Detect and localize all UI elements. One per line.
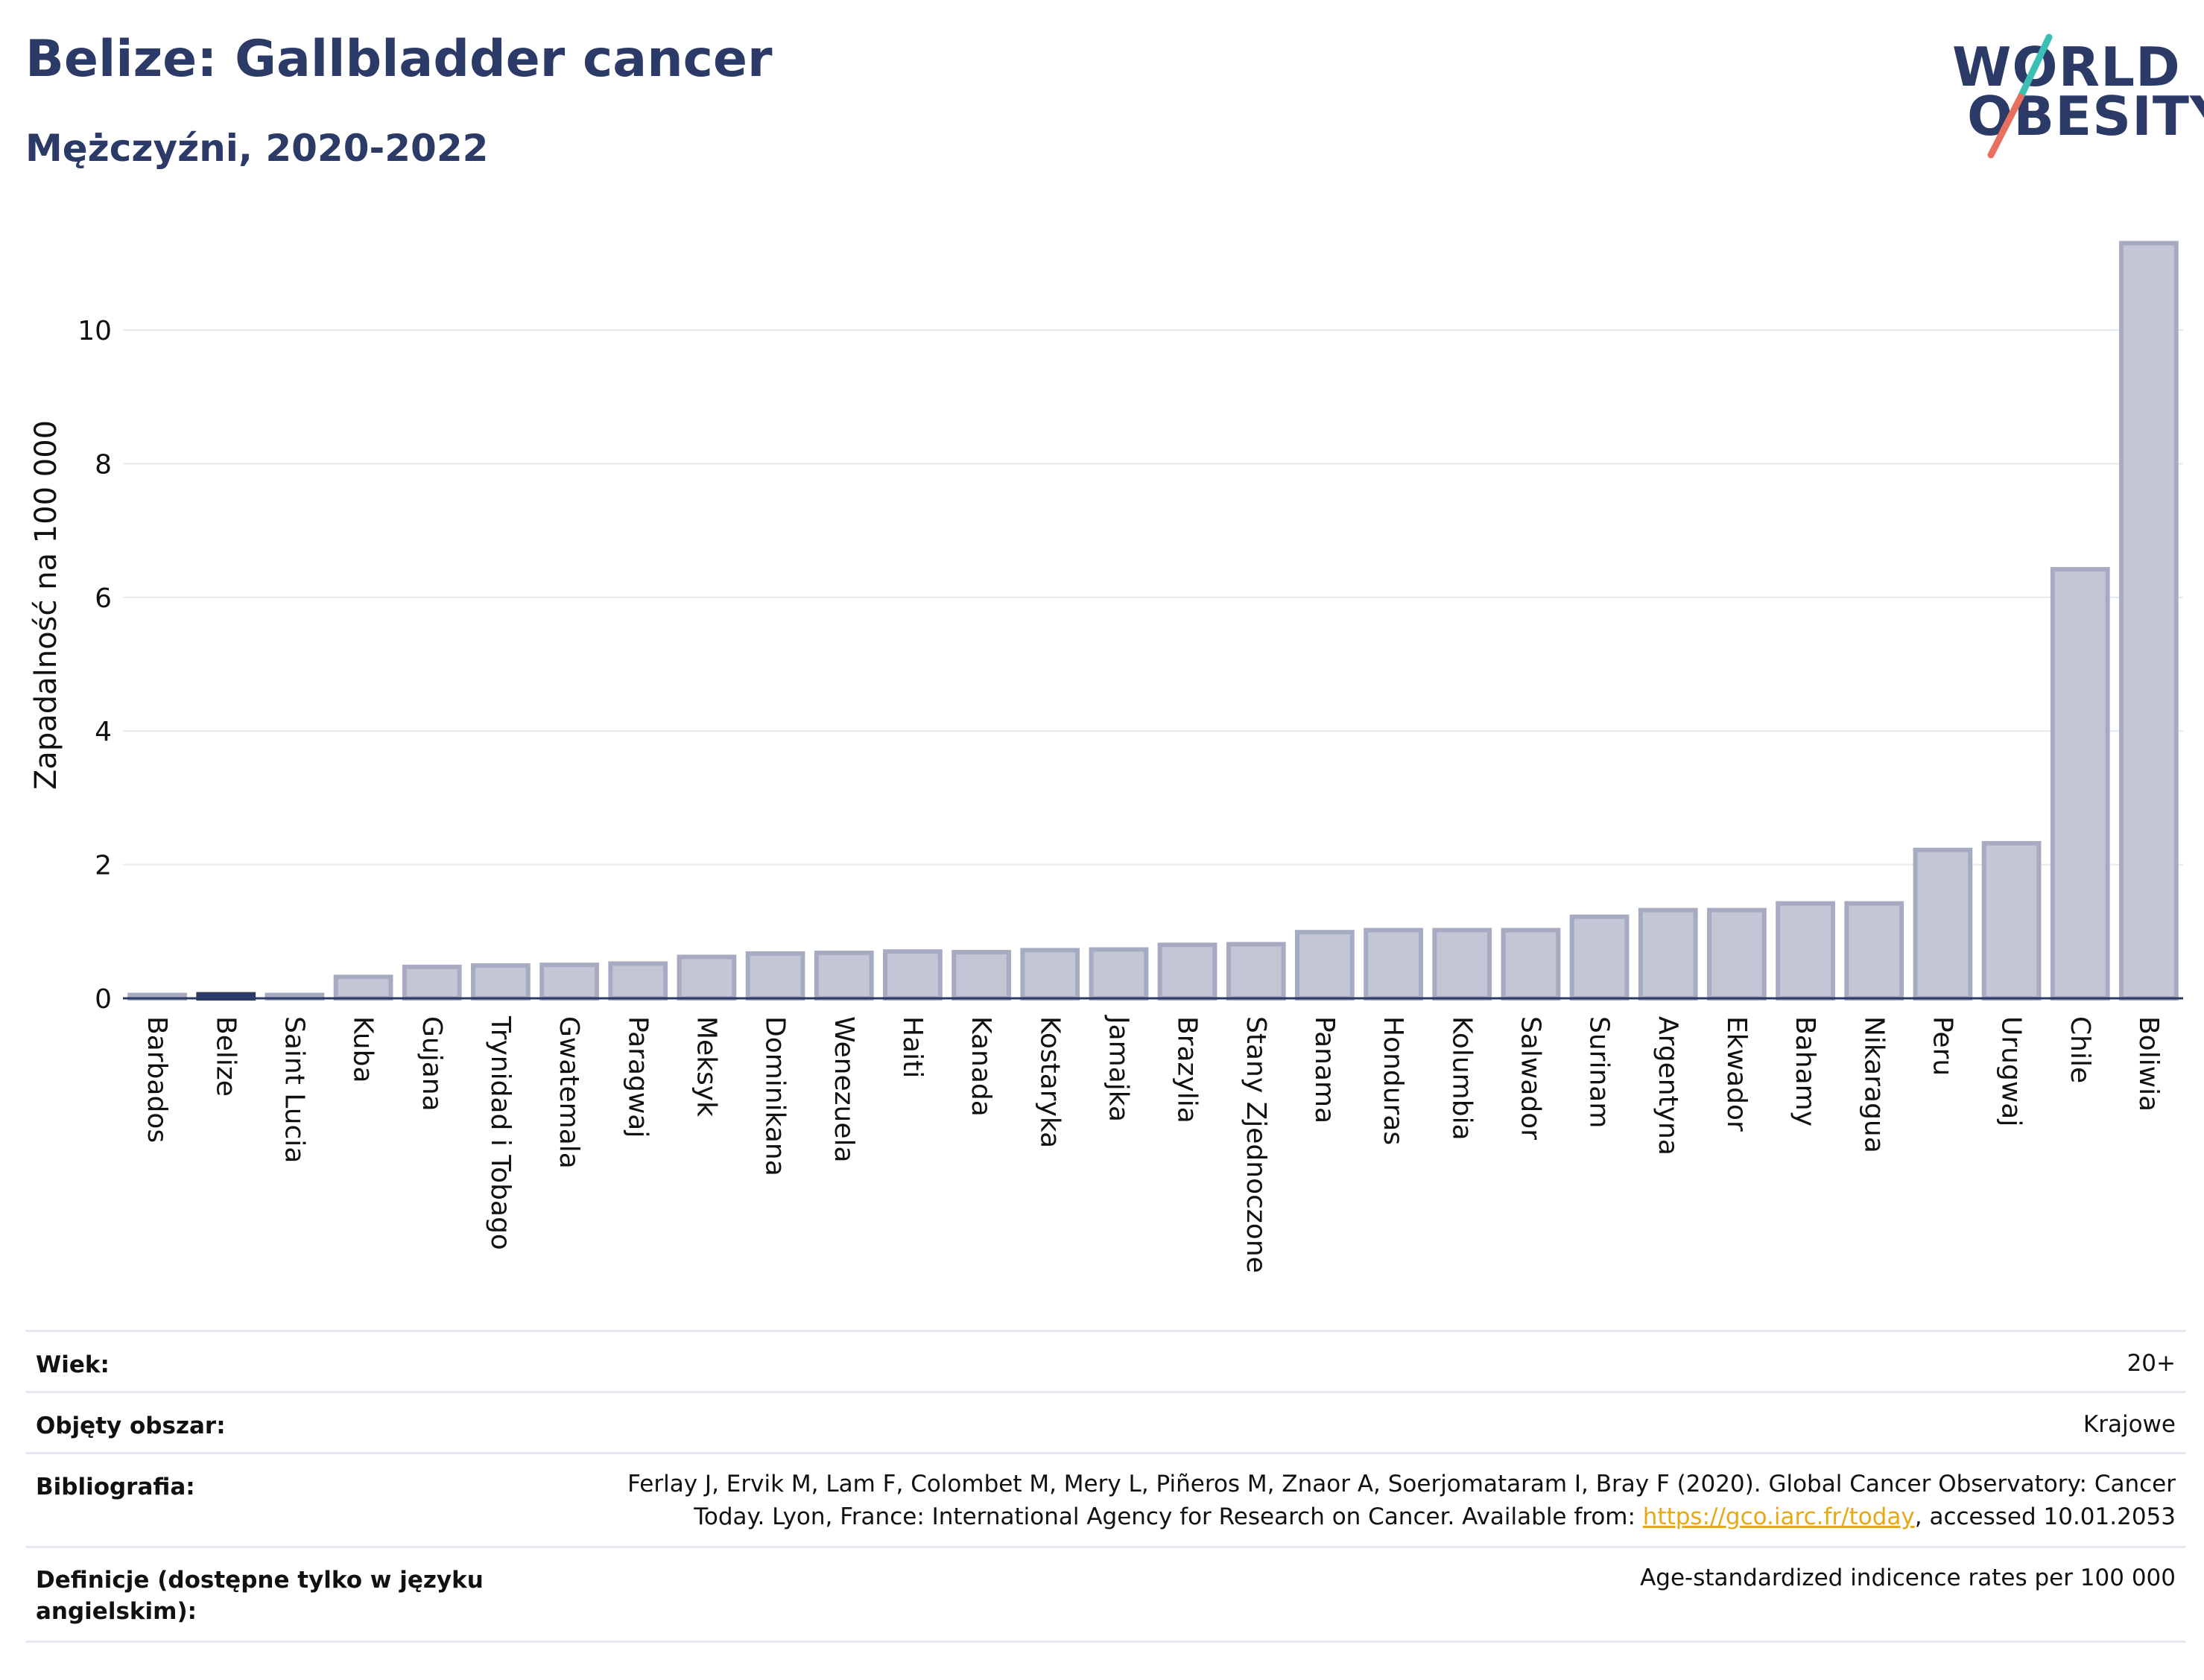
logo-word-world: WORLD: [1952, 36, 2181, 98]
bar-stany-zjednoczone: [1226, 942, 1286, 1001]
bar-kanada: [951, 950, 1011, 1001]
bars: [123, 241, 2183, 1001]
bar-dominikana: [745, 951, 805, 1001]
bar-kolumbia: [1432, 928, 1492, 1001]
x-tick-label: Kanada: [966, 1016, 996, 1117]
bar-gwatemala: [539, 963, 599, 1001]
world-obesity-logo: WORLD OBESITY: [1937, 30, 2204, 164]
bar-gujana: [402, 964, 462, 1001]
grid-lines: [123, 329, 2183, 866]
y-tick-label: 0: [95, 984, 112, 1015]
bar-chile: [2050, 567, 2110, 1001]
bar-panama: [1295, 930, 1355, 1001]
bar-boliwia: [2119, 241, 2179, 1001]
bar-argentyna: [1638, 907, 1698, 1001]
info-row-definitions: Definicje (dostępne tylko w języku angie…: [25, 1546, 2186, 1643]
y-axis-ticks: 0 2 4 6 8 10: [77, 316, 112, 1015]
y-axis-label: Zapadalność na 100 000: [29, 420, 63, 790]
bar-urugwaj: [1981, 840, 2042, 1001]
x-tick-label: Urugwaj: [1996, 1016, 2027, 1126]
bar-peru: [1913, 847, 1973, 1001]
info-definitions-label: Definicje (dostępne tylko w języku angie…: [36, 1565, 484, 1627]
info-age-value: 20+: [2127, 1350, 2176, 1377]
x-tick-label: Argentyna: [1653, 1016, 1683, 1156]
y-tick-label: 10: [77, 316, 112, 346]
x-axis-labels: Barbados Belize Saint Lucia Kuba Gujana Tryni…: [142, 1015, 2164, 1273]
x-tick-label: Trynidad i Tobago: [485, 1015, 516, 1250]
x-tick-label: Peru: [1927, 1016, 1957, 1076]
bibliography-line-1: Ferlay J, Ervik M, Lam F, Colombet M, Me…: [627, 1471, 2176, 1497]
bar-ekwador: [1707, 907, 1767, 1001]
bar-jamajka: [1089, 947, 1149, 1001]
info-area-value: Krajowe: [2083, 1411, 2176, 1438]
bar-trynidad-i-tobago: [471, 963, 531, 1001]
x-tick-label: Bahamy: [1790, 1016, 1820, 1126]
x-tick-label: Kuba: [348, 1016, 379, 1083]
x-tick-label: Belize: [210, 1016, 241, 1097]
definitions-label-line-1: Definicje (dostępne tylko w języku: [36, 1567, 484, 1594]
x-tick-label: Saint Lucia: [279, 1016, 309, 1163]
y-tick-label: 8: [95, 449, 112, 480]
x-tick-label: Salwador: [1515, 1016, 1545, 1140]
x-tick-label: Nikaragua: [1858, 1016, 1889, 1153]
info-row-area: Objęty obszar: Krajowe: [25, 1391, 2186, 1453]
page-title: Belize: Gallbladder cancer: [25, 30, 773, 89]
definitions-label-line-2: angielskim):: [36, 1598, 197, 1625]
x-tick-label: Meksyk: [691, 1016, 721, 1117]
y-tick-label: 4: [95, 717, 112, 747]
x-tick-label: Surinam: [1584, 1016, 1615, 1128]
x-tick-label: Barbados: [142, 1016, 172, 1143]
bar-haiti: [883, 949, 943, 1001]
x-tick-label: Kostaryka: [1034, 1016, 1065, 1148]
x-tick-label: Haiti: [897, 1016, 928, 1078]
bar-brazylia: [1157, 942, 1217, 1001]
info-definitions-value: Age-standardized indicence rates per 100…: [1640, 1565, 2176, 1591]
x-tick-label: Boliwia: [2133, 1016, 2164, 1112]
bar-kuba: [333, 974, 393, 1001]
bibliography-line-2: Today. Lyon, France: International Agenc…: [627, 1500, 2176, 1533]
info-row-age: Wiek: 20+: [25, 1330, 2186, 1392]
bibliography-line-2-end: , accessed 10.01.2053: [1914, 1503, 2176, 1530]
x-tick-label: Kolumbia: [1446, 1016, 1477, 1141]
info-row-bibliography: Bibliografia: Ferlay J, Ervik M, Lam F, …: [25, 1452, 2186, 1547]
bar-bahamy: [1776, 901, 1835, 1001]
x-tick-label: Ekwador: [1721, 1016, 1752, 1132]
x-tick-label: Wenezuela: [829, 1016, 859, 1163]
bar-surinam: [1569, 914, 1630, 1001]
bar-salwador: [1501, 928, 1561, 1001]
x-tick-label: Stany Zjednoczone: [1241, 1016, 1271, 1273]
bibliography-link[interactable]: https://gco.iarc.fr/today: [1642, 1503, 1915, 1530]
y-tick-label: 2: [95, 851, 112, 881]
page-subtitle: Mężczyźni, 2020-2022: [25, 127, 489, 170]
info-bibliography-value: Ferlay J, Ervik M, Lam F, Colombet M, Me…: [627, 1468, 2176, 1533]
x-tick-label: Dominikana: [760, 1016, 791, 1176]
x-tick-label: Gwatemala: [554, 1016, 584, 1169]
bibliography-line-2-start: Today. Lyon, France: International Agenc…: [694, 1503, 1643, 1530]
x-tick-label: Panama: [1309, 1016, 1340, 1123]
bar-kostaryka: [1020, 948, 1080, 1001]
info-age-label: Wiek:: [36, 1351, 110, 1378]
x-tick-label: Paragwaj: [622, 1016, 653, 1138]
bar-chart: 0 2 4 6 8 10 Barbados Belize Saint Lucia Kuba Guj…: [29, 241, 2183, 1273]
bar-paragwaj: [608, 961, 668, 1001]
x-tick-label: Brazylia: [1172, 1016, 1203, 1123]
bar-nikaragua: [1844, 901, 1904, 1001]
logo-word-obesity: OBESITY: [1967, 85, 2204, 148]
x-tick-label: Chile: [2065, 1016, 2095, 1083]
info-bibliography-label: Bibliografia:: [36, 1474, 195, 1500]
bar-wenezuela: [814, 951, 874, 1001]
x-tick-label: Honduras: [1378, 1016, 1408, 1145]
bar-honduras: [1364, 928, 1423, 1001]
bar-meksyk: [677, 954, 737, 1001]
logo-slash-icon: [1987, 34, 2053, 159]
info-area-label: Objęty obszar:: [36, 1413, 226, 1439]
y-tick-label: 6: [95, 583, 112, 614]
x-tick-label: Jamajka: [1103, 1015, 1133, 1122]
x-tick-label: Gujana: [417, 1016, 447, 1112]
